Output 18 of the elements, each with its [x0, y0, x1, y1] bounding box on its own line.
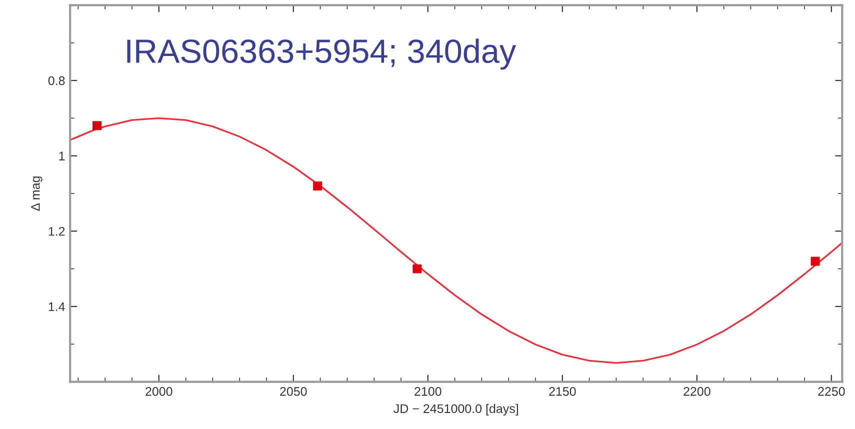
x-axis-title: JD − 2451000.0 [days]: [394, 404, 518, 416]
x-tick-label: 2100: [414, 387, 442, 396]
text: IRAS06363+5954; 340day: [127, 38, 516, 70]
x-tick-label: 2150: [549, 387, 576, 396]
point: [810, 256, 820, 266]
x-tick-label: 2200: [684, 387, 710, 396]
y-tick-label: 1.4: [48, 302, 65, 312]
x-tick-label: 2000: [146, 387, 172, 396]
y-tick-label: 1: [59, 152, 65, 160]
y-tick-label: 1.2: [48, 226, 65, 236]
point: [313, 181, 322, 190]
y-tick-label: 0.8: [48, 76, 65, 86]
x-tick-label: 2050: [280, 387, 307, 396]
x-tick-label: 2250: [818, 387, 845, 396]
point: [92, 121, 102, 130]
point: [412, 264, 422, 274]
line-series: [70, 117, 842, 364]
y-axis-title: Δ mag: [31, 176, 42, 211]
